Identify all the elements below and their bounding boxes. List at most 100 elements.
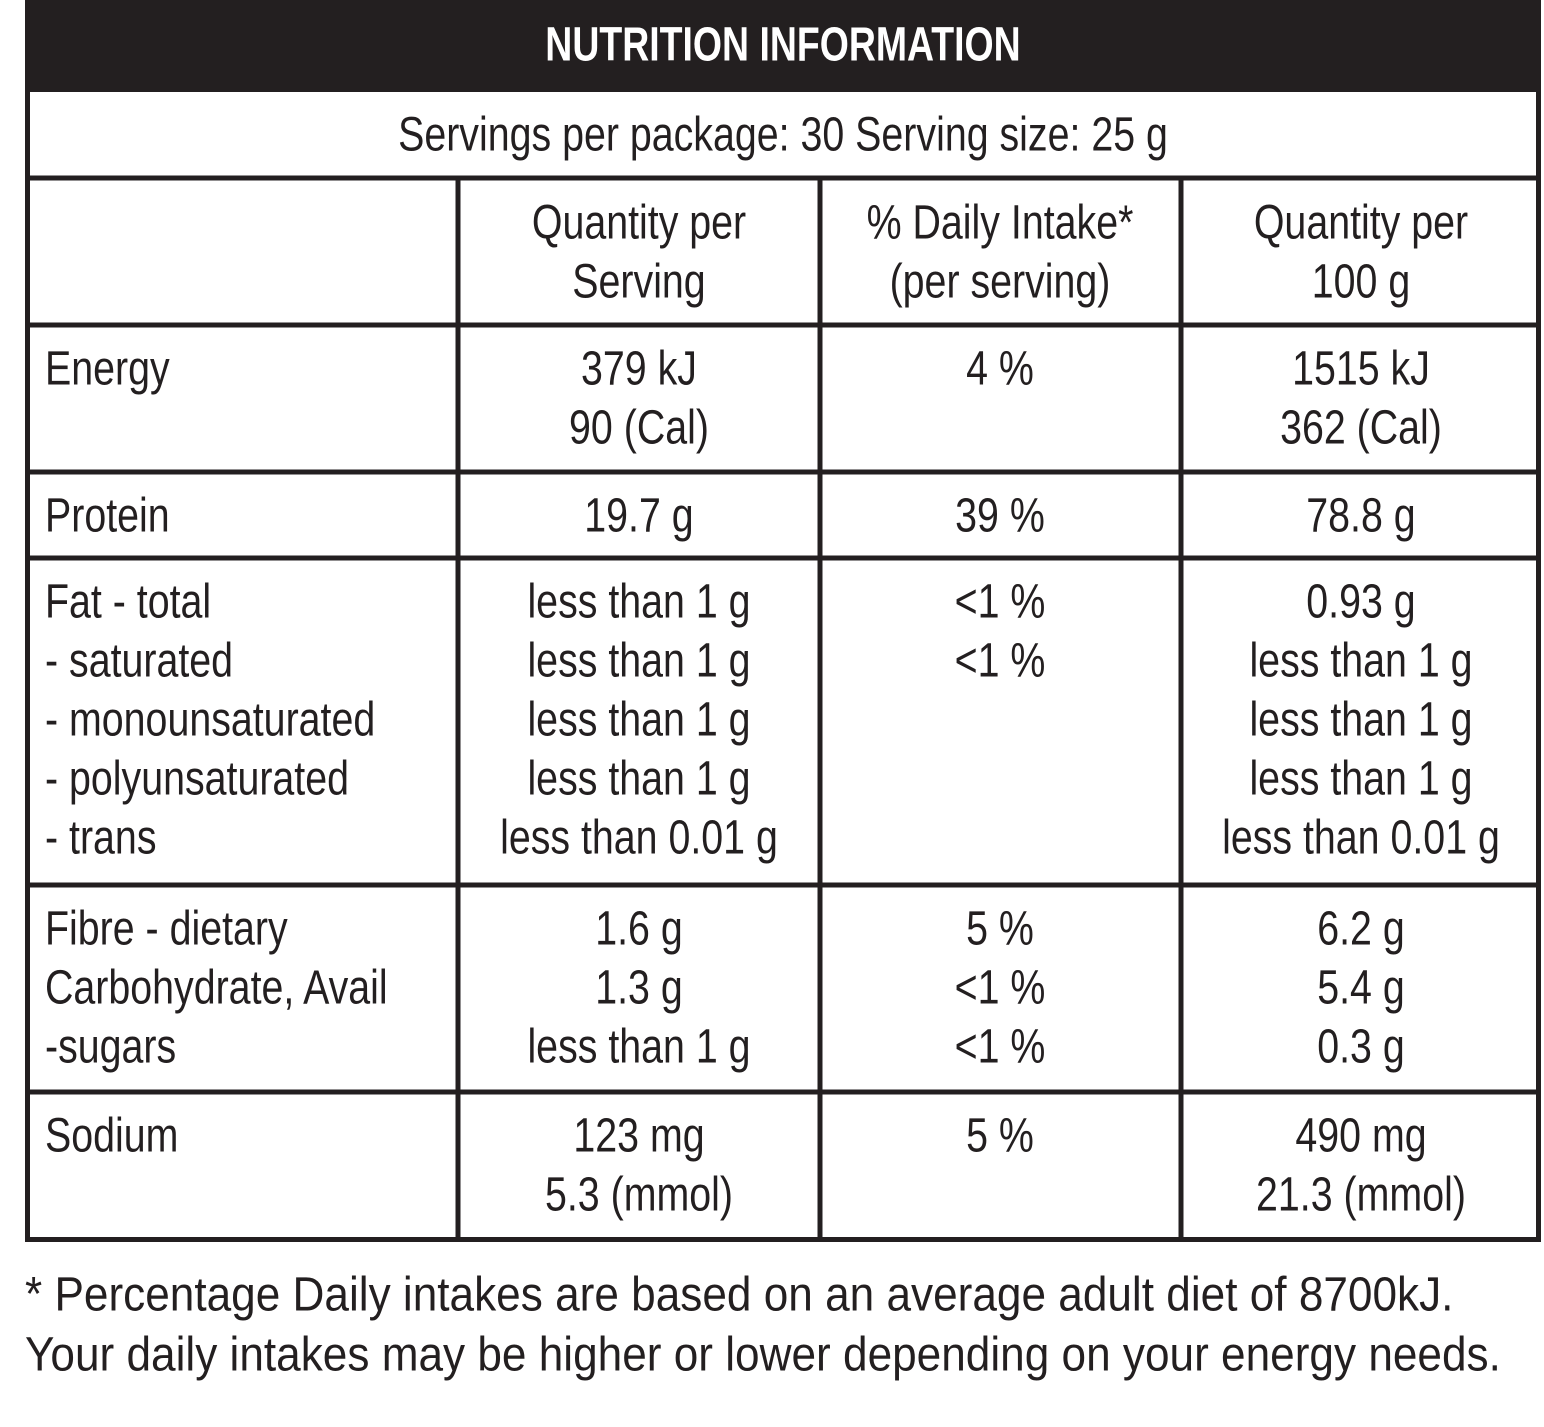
row-label: - polyunsaturated xyxy=(45,752,349,806)
cell-value-group: <1 % xyxy=(955,634,1046,688)
cell-value-group: 379 kJ xyxy=(581,342,697,396)
title-band xyxy=(25,0,1541,92)
cell-value: 90 (Cal) xyxy=(569,401,709,455)
cell-value-group: less than 0.01 g xyxy=(500,811,778,865)
cell-value: <1 % xyxy=(955,634,1046,688)
row-label: Fat - total xyxy=(45,575,211,629)
row-label: - monounsaturated xyxy=(45,693,375,747)
cell-value: less than 1 g xyxy=(527,1020,750,1074)
column-header: (per serving) xyxy=(890,255,1111,309)
cell-value-group: 1.3 g xyxy=(595,961,683,1015)
cell-value: 0.3 g xyxy=(1317,1020,1405,1074)
table-rules xyxy=(25,175,1541,1240)
footnote: Your daily intakes may be higher or lowe… xyxy=(25,1327,1501,1381)
row-label: Carbohydrate, Avail xyxy=(45,961,388,1015)
cell-value: 78.8 g xyxy=(1306,489,1415,543)
cell-value-group: 1.6 g xyxy=(595,902,683,956)
cell-value: 19.7 g xyxy=(584,489,693,543)
column-header: % Daily Intake* xyxy=(867,196,1134,250)
cell-value: 5.4 g xyxy=(1317,961,1405,1015)
row-label: - trans xyxy=(45,811,157,865)
cell-value: less than 1 g xyxy=(527,575,750,629)
column-header-group: (per serving) xyxy=(890,255,1111,309)
column-header-group: Quantity per xyxy=(1254,196,1468,250)
row-label-group: -sugars xyxy=(45,1020,176,1074)
title-group: NUTRITION INFORMATION xyxy=(545,18,1020,72)
servings: Servings per package: 30 Serving size: 2… xyxy=(398,108,1168,162)
row-label-group: Fibre - dietary xyxy=(45,902,288,956)
cell-value: less than 1 g xyxy=(527,752,750,806)
column-header: 100 g xyxy=(1312,255,1410,309)
cell-value: 4 % xyxy=(966,342,1034,396)
row-label: Sodium xyxy=(45,1109,178,1163)
cell-value-group: less than 1 g xyxy=(527,575,750,629)
cell-value: 5 % xyxy=(966,902,1034,956)
column-header-group: % Daily Intake* xyxy=(867,196,1134,250)
cell-value: 5 % xyxy=(966,1109,1034,1163)
cell-value-group: less than 1 g xyxy=(1249,752,1472,806)
row-label: - saturated xyxy=(45,634,233,688)
cell-value-group: 19.7 g xyxy=(584,489,693,543)
column-header-group: 100 g xyxy=(1312,255,1410,309)
cell-value-group: 490 mg xyxy=(1295,1109,1426,1163)
cell-value: less than 1 g xyxy=(527,693,750,747)
cell-value: 1515 kJ xyxy=(1292,342,1430,396)
cell-value-group: 0.3 g xyxy=(1317,1020,1405,1074)
cell-value-group: less than 1 g xyxy=(527,693,750,747)
cell-value-group: 78.8 g xyxy=(1306,489,1415,543)
cell-value: <1 % xyxy=(955,961,1046,1015)
cell-value-group: 6.2 g xyxy=(1317,902,1405,956)
row-label-group: Carbohydrate, Avail xyxy=(45,961,388,1015)
cell-value: 6.2 g xyxy=(1317,902,1405,956)
cell-value-group: 5 % xyxy=(966,1109,1034,1163)
row-label: -sugars xyxy=(45,1020,176,1074)
cell-value: 39 % xyxy=(955,489,1045,543)
cell-value-group: less than 0.01 g xyxy=(1222,811,1500,865)
cell-value: less than 1 g xyxy=(527,634,750,688)
cell-value: less than 1 g xyxy=(1249,693,1472,747)
cell-value-group: 123 mg xyxy=(573,1109,704,1163)
row-label: Protein xyxy=(45,489,170,543)
cell-value-group: 4 % xyxy=(966,342,1034,396)
cell-value: 379 kJ xyxy=(581,342,697,396)
cell-value: 362 (Cal) xyxy=(1280,401,1442,455)
cell-value: 21.3 (mmol) xyxy=(1256,1168,1466,1222)
row-label: Fibre - dietary xyxy=(45,902,288,956)
row-label-group: - trans xyxy=(45,811,157,865)
cell-value: 5.3 (mmol) xyxy=(545,1168,733,1222)
cell-value-group: less than 1 g xyxy=(1249,634,1472,688)
cell-value: 1.3 g xyxy=(595,961,683,1015)
cell-value: 0.93 g xyxy=(1306,575,1415,629)
row-label-group: Fat - total xyxy=(45,575,211,629)
cell-value-group: less than 1 g xyxy=(527,752,750,806)
cell-value: <1 % xyxy=(955,1020,1046,1074)
cell-value-group: 90 (Cal) xyxy=(569,401,709,455)
cell-value: less than 1 g xyxy=(1249,752,1472,806)
column-header-group: Serving xyxy=(572,255,705,309)
footnote-group: Your daily intakes may be higher or lowe… xyxy=(25,1327,1501,1381)
cell-value-group: <1 % xyxy=(955,1020,1046,1074)
cell-value-group: 5 % xyxy=(966,902,1034,956)
cell-value-group: 362 (Cal) xyxy=(1280,401,1442,455)
cell-value-group: 0.93 g xyxy=(1306,575,1415,629)
row-label-group: Protein xyxy=(45,489,170,543)
column-header-group: Quantity per xyxy=(532,196,746,250)
cell-value: less than 0.01 g xyxy=(1222,811,1500,865)
footnote: * Percentage Daily intakes are based on … xyxy=(25,1267,1453,1321)
cell-value-group: 21.3 (mmol) xyxy=(1256,1168,1466,1222)
cell-value-group: 5.4 g xyxy=(1317,961,1405,1015)
row-label: Energy xyxy=(45,342,170,396)
title: NUTRITION INFORMATION xyxy=(545,18,1020,72)
servings-group: Servings per package: 30 Serving size: 2… xyxy=(398,108,1168,162)
row-label-group: - polyunsaturated xyxy=(45,752,349,806)
cell-value: 490 mg xyxy=(1295,1109,1426,1163)
table-border xyxy=(25,0,1541,1242)
column-header: Serving xyxy=(572,255,705,309)
cell-value: <1 % xyxy=(955,575,1046,629)
cell-value-group: less than 1 g xyxy=(527,634,750,688)
cell-value-group: 5.3 (mmol) xyxy=(545,1168,733,1222)
row-label-group: - saturated xyxy=(45,634,233,688)
cell-value: less than 0.01 g xyxy=(500,811,778,865)
footnote-group: * Percentage Daily intakes are based on … xyxy=(25,1267,1453,1321)
